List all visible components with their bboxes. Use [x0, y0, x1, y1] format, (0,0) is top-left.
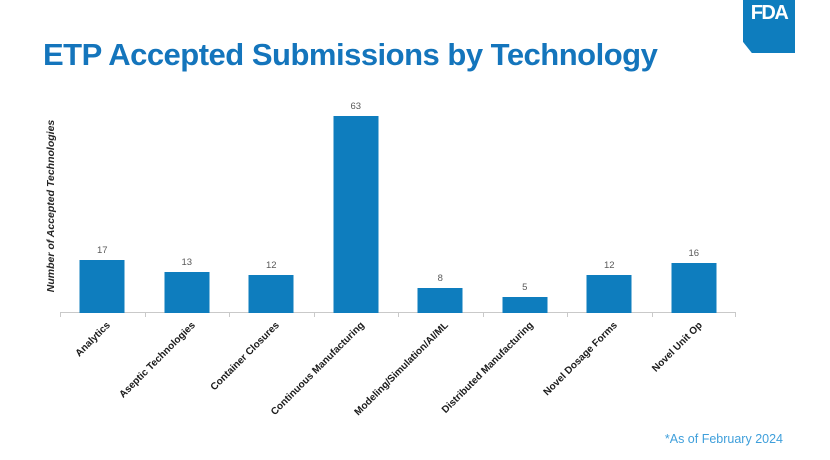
axis-tick-mark: [398, 313, 399, 317]
axis-tick-mark: [482, 313, 484, 317]
bar-value-label: 63: [350, 101, 362, 112]
category-slot: 16: [652, 100, 737, 313]
bar-value-label: 12: [265, 260, 277, 272]
bar-value-label: 13: [181, 257, 193, 269]
axis-tick-mark: [229, 313, 230, 317]
axis-tick-mark: [313, 313, 315, 317]
bar: [79, 259, 125, 313]
bar-value-label: 17: [96, 244, 108, 256]
fda-logo: FDA: [743, 0, 795, 53]
axis-tick-mark: [144, 313, 146, 317]
category-slot: 12: [567, 100, 652, 313]
bar: [417, 287, 463, 313]
fda-logo-text: FDA: [750, 2, 789, 24]
bar: [248, 275, 294, 313]
axis-tick-mark: [735, 313, 736, 317]
bar: [164, 272, 210, 313]
page-title: ETP Accepted Submissions by Technology: [43, 37, 658, 72]
bar: [333, 116, 379, 313]
plot-area: 17 Analytics 13 Aseptic Technologies 12 Conta…: [60, 100, 737, 418]
axis-tick-mark: [60, 313, 61, 317]
bar-value-label: 16: [688, 247, 700, 259]
axis-tick-mark: [567, 313, 568, 317]
category-slot: 8: [398, 100, 483, 313]
category-slot: 63: [314, 100, 399, 313]
bar-value-label: 12: [603, 260, 615, 272]
bar: [671, 262, 717, 313]
category-slot: 12: [229, 100, 314, 313]
bar-value-label: 8: [437, 272, 443, 284]
category-slot: 13: [145, 100, 230, 313]
bar: [586, 275, 632, 313]
bar: [502, 297, 548, 313]
category-slot: 17: [60, 100, 145, 313]
category-slot: 5: [483, 100, 568, 313]
y-axis-label: Number of Accepted Technologies: [45, 119, 57, 293]
bar-value-label: 5: [522, 282, 528, 294]
footnote: *As of February 2024: [664, 432, 783, 446]
axis-tick-mark: [651, 313, 653, 317]
